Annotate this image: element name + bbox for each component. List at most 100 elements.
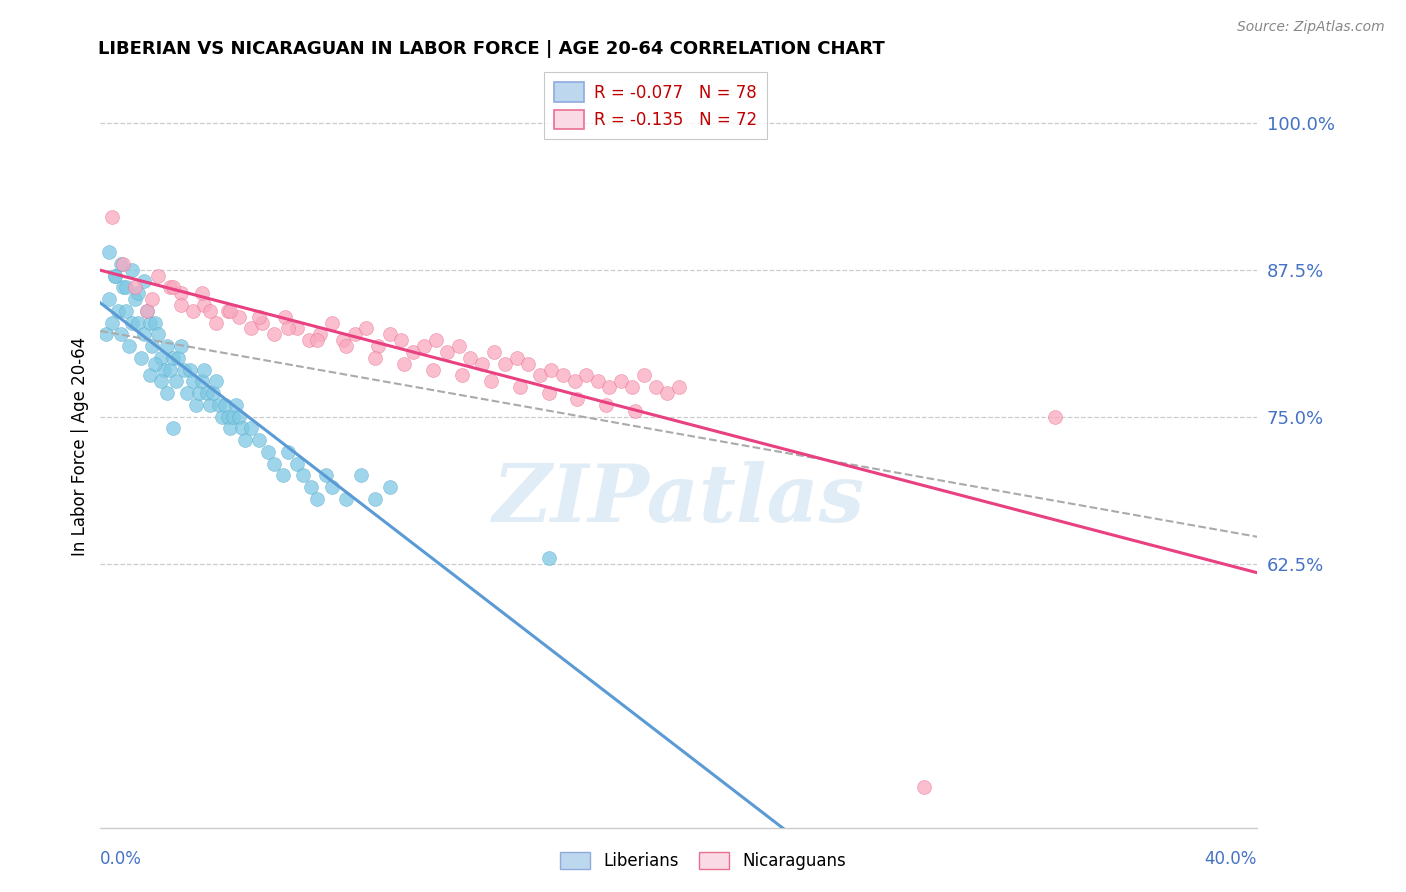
Point xyxy=(200,303,222,318)
Point xyxy=(118,339,141,353)
Point xyxy=(343,327,366,342)
Point xyxy=(517,357,540,371)
Point xyxy=(595,398,617,412)
Point xyxy=(159,280,181,294)
Point xyxy=(567,392,589,406)
Point xyxy=(389,333,412,347)
Point xyxy=(156,339,179,353)
Point xyxy=(450,368,472,383)
Point xyxy=(247,310,270,324)
Point xyxy=(228,409,250,424)
Point xyxy=(1043,409,1066,424)
Point xyxy=(124,292,146,306)
Point xyxy=(364,351,387,365)
Point xyxy=(252,316,274,330)
Point xyxy=(138,368,160,383)
Point xyxy=(378,480,401,494)
Point xyxy=(367,339,389,353)
Point xyxy=(364,491,387,506)
Point xyxy=(98,292,121,306)
Point xyxy=(219,303,242,318)
Point xyxy=(153,362,176,376)
Point xyxy=(335,491,357,506)
Point xyxy=(274,310,297,324)
Point xyxy=(285,321,308,335)
Point xyxy=(141,292,163,306)
Point xyxy=(271,468,294,483)
Point xyxy=(132,275,155,289)
Point xyxy=(94,327,117,342)
Point xyxy=(564,375,586,389)
Point xyxy=(482,345,505,359)
Point xyxy=(231,421,253,435)
Point xyxy=(644,380,666,394)
Text: 40.0%: 40.0% xyxy=(1205,850,1257,868)
Point xyxy=(167,351,190,365)
Point xyxy=(422,362,444,376)
Point xyxy=(349,468,371,483)
Point xyxy=(132,327,155,342)
Point xyxy=(425,333,447,347)
Point xyxy=(148,268,170,283)
Point xyxy=(135,303,157,318)
Point xyxy=(127,316,149,330)
Point xyxy=(104,268,127,283)
Point xyxy=(263,327,285,342)
Point xyxy=(115,303,138,318)
Point xyxy=(624,403,647,417)
Point xyxy=(141,339,163,353)
Point xyxy=(228,310,250,324)
Point xyxy=(460,351,482,365)
Point xyxy=(247,433,270,447)
Point xyxy=(179,362,201,376)
Point xyxy=(150,375,173,389)
Point xyxy=(321,480,343,494)
Point xyxy=(112,280,135,294)
Text: ZIPatlas: ZIPatlas xyxy=(492,461,865,538)
Legend: R = -0.077   N = 78, R = -0.135   N = 72: R = -0.077 N = 78, R = -0.135 N = 72 xyxy=(544,72,768,139)
Point xyxy=(165,375,187,389)
Point xyxy=(170,298,193,312)
Point xyxy=(529,368,551,383)
Point xyxy=(187,386,209,401)
Point xyxy=(195,386,218,401)
Point xyxy=(413,339,436,353)
Point xyxy=(257,445,280,459)
Point xyxy=(401,345,423,359)
Point xyxy=(225,398,247,412)
Point xyxy=(307,491,329,506)
Point xyxy=(110,327,132,342)
Point xyxy=(162,351,184,365)
Point xyxy=(208,398,231,412)
Point xyxy=(170,286,193,301)
Point xyxy=(321,316,343,330)
Point xyxy=(291,468,314,483)
Point xyxy=(633,368,655,383)
Point xyxy=(668,380,690,394)
Point xyxy=(162,421,184,435)
Y-axis label: In Labor Force | Age 20-64: In Labor Force | Age 20-64 xyxy=(72,336,89,556)
Point xyxy=(277,445,299,459)
Point xyxy=(506,351,529,365)
Point xyxy=(494,357,516,371)
Point xyxy=(110,257,132,271)
Point xyxy=(285,457,308,471)
Point xyxy=(537,550,560,565)
Point xyxy=(575,368,598,383)
Point xyxy=(143,316,166,330)
Point xyxy=(356,321,378,335)
Point xyxy=(200,398,222,412)
Point xyxy=(447,339,470,353)
Point xyxy=(121,316,143,330)
Point xyxy=(335,339,357,353)
Point xyxy=(239,321,262,335)
Point xyxy=(205,375,228,389)
Point xyxy=(277,321,299,335)
Point xyxy=(378,327,401,342)
Point xyxy=(621,380,644,394)
Point xyxy=(127,286,149,301)
Point xyxy=(471,357,494,371)
Text: 0.0%: 0.0% xyxy=(100,850,142,868)
Point xyxy=(315,468,337,483)
Point xyxy=(914,780,936,794)
